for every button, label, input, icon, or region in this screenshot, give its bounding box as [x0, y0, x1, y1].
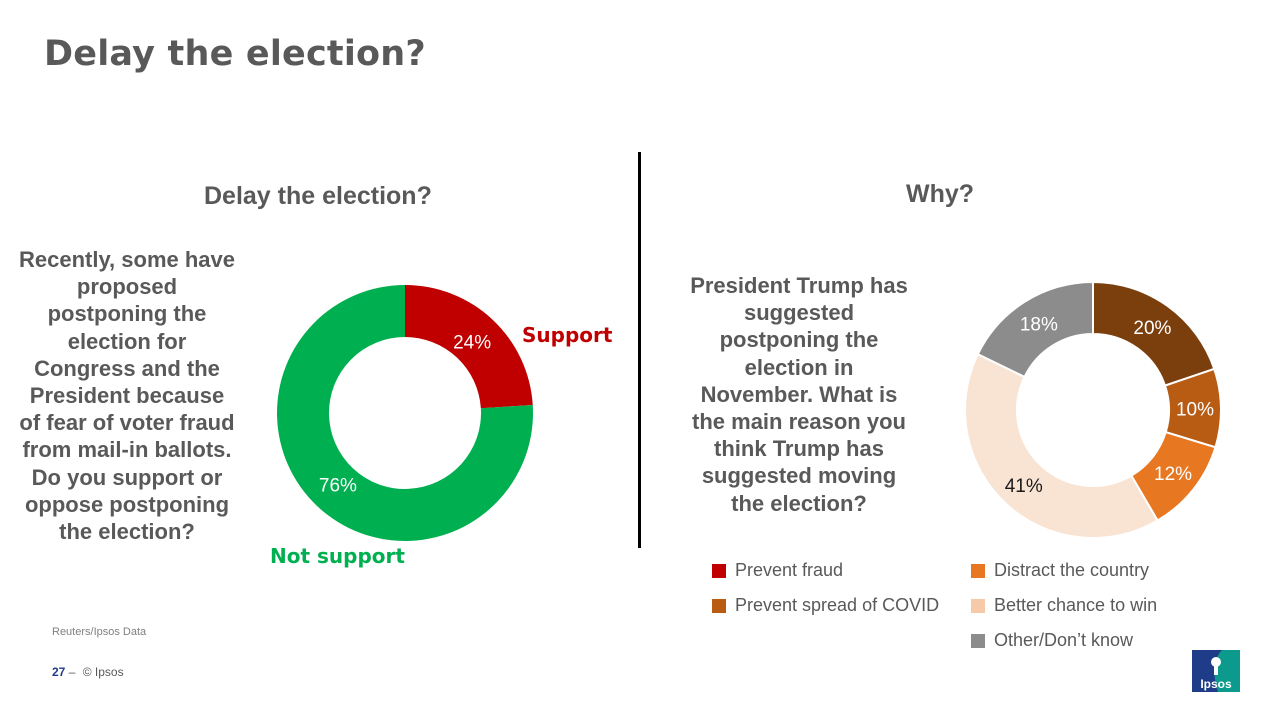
reason-donut-chart: 20% 10% 12% 41% 18% [964, 280, 1222, 539]
donut-slice-not-support [277, 285, 533, 541]
legend-swatch [971, 598, 985, 613]
page-number: 27 [52, 665, 66, 679]
right-question-text: President Trump has suggested postponing… [690, 273, 908, 516]
legend-label: Prevent spread of COVID [735, 595, 940, 615]
data-label: 12% [1154, 464, 1192, 485]
legend-swatch [712, 598, 726, 613]
support-donut-chart: 24% 76% [277, 285, 533, 541]
not-support-label: Not support [270, 544, 405, 568]
left-question-text: Recently, some have proposed postponing … [18, 247, 236, 545]
data-label: 18% [1020, 315, 1058, 336]
support-label: Support [522, 323, 613, 347]
copyright: © Ipsos [82, 665, 124, 679]
legend-item-distract: Distract the country [971, 560, 1149, 581]
vertical-divider [638, 152, 641, 548]
legend-label: Prevent fraud [735, 560, 844, 580]
donut-slice-other-don-t-know [976, 280, 1094, 379]
logo-text: Ipsos [1200, 677, 1232, 691]
donut-slice-support [405, 285, 533, 409]
page-title: Delay the election? [44, 34, 426, 74]
data-label: 24% [453, 333, 491, 354]
legend-item-other: Other/Don’t know [971, 630, 1133, 651]
footer: 27 – © Ipsos [52, 665, 124, 679]
legend-label: Distract the country [994, 560, 1150, 580]
legend-item-better-chance: Better chance to win [971, 595, 1157, 616]
legend-item-prevent-covid: Prevent spread of COVID [712, 595, 939, 616]
footer-separator: – [68, 665, 76, 679]
right-chart-title: Why? [906, 180, 975, 208]
reason-legend: Prevent fraud Prevent spread of COVID Di… [712, 560, 1182, 660]
data-label: 76% [319, 475, 357, 496]
legend-item-prevent-fraud: Prevent fraud [712, 560, 843, 581]
data-label: 20% [1133, 318, 1171, 339]
legend-label: Better chance to win [994, 595, 1158, 615]
data-label: 41% [1005, 476, 1043, 497]
donut-slice-better-chance-to-win [964, 352, 1159, 539]
legend-swatch [971, 563, 985, 578]
legend-swatch [971, 633, 985, 648]
source-note: Reuters/Ipsos Data [52, 626, 147, 638]
ipsos-logo: Ipsos [1192, 650, 1240, 692]
legend-swatch [712, 563, 726, 578]
data-label: 10% [1176, 399, 1214, 420]
left-chart-title: Delay the election? [204, 182, 432, 210]
legend-label: Other/Don’t know [994, 630, 1134, 650]
